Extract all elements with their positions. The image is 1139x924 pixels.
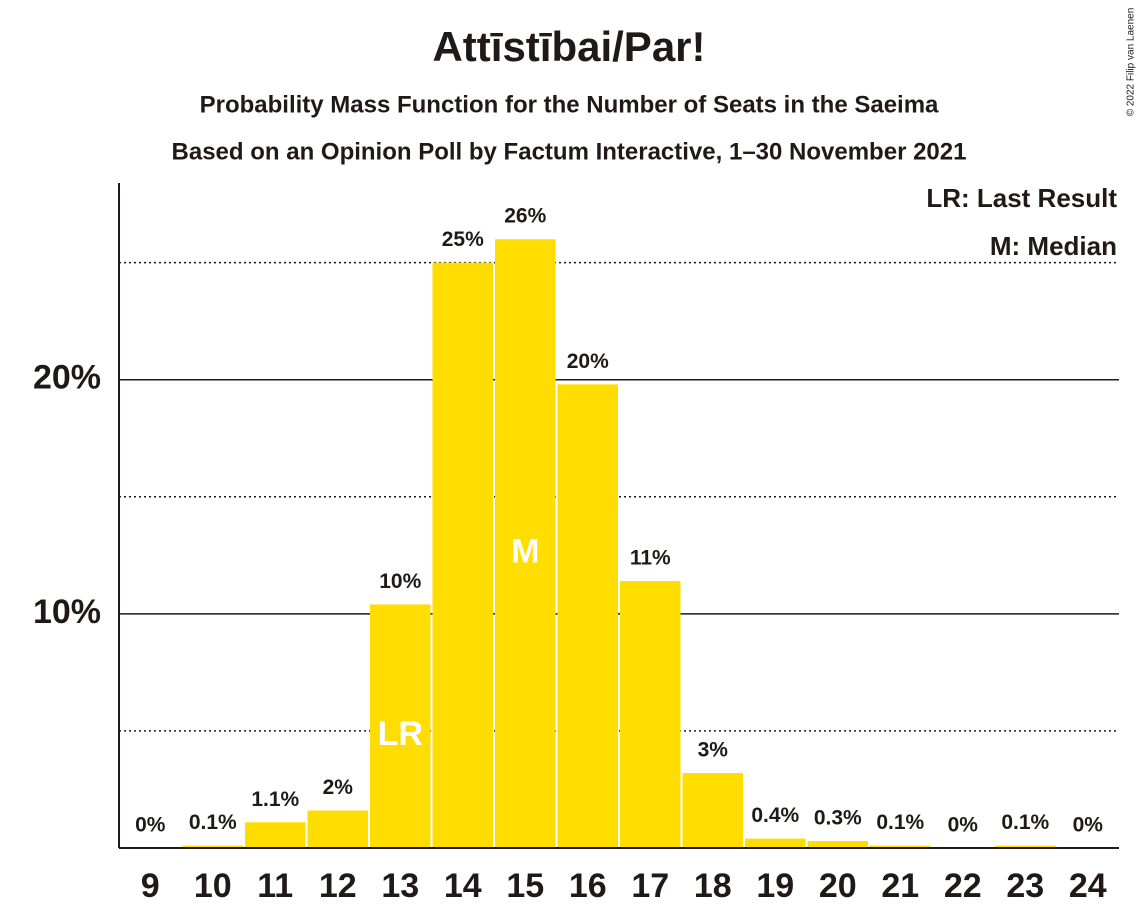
legend-entry: M: Median <box>990 231 1117 261</box>
bar <box>182 845 243 848</box>
value-label: 3% <box>698 739 729 762</box>
bar <box>682 773 743 848</box>
value-label: 10% <box>379 570 421 593</box>
bar-annotation: M <box>511 533 539 571</box>
value-label: 26% <box>504 205 546 228</box>
bar <box>245 822 306 848</box>
value-label: 25% <box>442 228 484 251</box>
bar <box>995 845 1056 848</box>
x-tick-label: 17 <box>631 867 669 905</box>
bar <box>370 604 431 848</box>
x-tick-label: 10 <box>194 867 232 905</box>
value-label: 0.3% <box>814 807 862 830</box>
value-label: 0% <box>948 814 979 837</box>
chart-subtitle: Probability Mass Function for the Number… <box>200 91 939 118</box>
bar <box>557 384 618 848</box>
x-tick-label: 18 <box>694 867 732 905</box>
x-tick-label: 12 <box>319 867 357 905</box>
x-tick-label: 21 <box>881 867 919 905</box>
x-tick-label: 19 <box>756 867 794 905</box>
x-tick-label: 14 <box>444 867 482 905</box>
value-label: 0.1% <box>876 811 924 834</box>
value-label: 20% <box>567 350 609 373</box>
legend-entry: LR: Last Result <box>926 183 1117 213</box>
x-tick-label: 15 <box>506 867 544 905</box>
value-label: 0.1% <box>1001 811 1049 834</box>
bar <box>307 810 368 848</box>
bar <box>807 840 868 848</box>
bar-annotation: LR <box>378 715 423 753</box>
copyright: © 2022 Filip van Laenen <box>1126 8 1137 117</box>
value-label: 0.1% <box>189 811 237 834</box>
x-tick-label: 24 <box>1069 867 1107 905</box>
bar <box>620 581 681 848</box>
x-tick-label: 9 <box>141 867 160 905</box>
bar <box>745 838 806 848</box>
chart-title: Attīstībai/Par! <box>432 23 705 70</box>
x-tick-label: 13 <box>381 867 419 905</box>
bar <box>432 262 493 848</box>
value-label: 2% <box>323 776 354 799</box>
chart-subtitle: Based on an Opinion Poll by Factum Inter… <box>172 138 967 165</box>
x-tick-label: 20 <box>819 867 857 905</box>
y-tick-label: 10% <box>33 593 101 631</box>
value-label: 11% <box>630 547 671 570</box>
value-label: 0.4% <box>751 804 799 827</box>
x-tick-label: 23 <box>1006 867 1044 905</box>
x-tick-label: 16 <box>569 867 607 905</box>
value-label: 0% <box>135 814 166 837</box>
value-label: 1.1% <box>251 788 299 811</box>
bar <box>870 845 931 848</box>
bar <box>495 239 556 848</box>
x-tick-label: 22 <box>944 867 982 905</box>
x-tick-label: 11 <box>257 867 293 905</box>
value-label: 0% <box>1073 814 1104 837</box>
y-tick-label: 20% <box>33 359 101 397</box>
